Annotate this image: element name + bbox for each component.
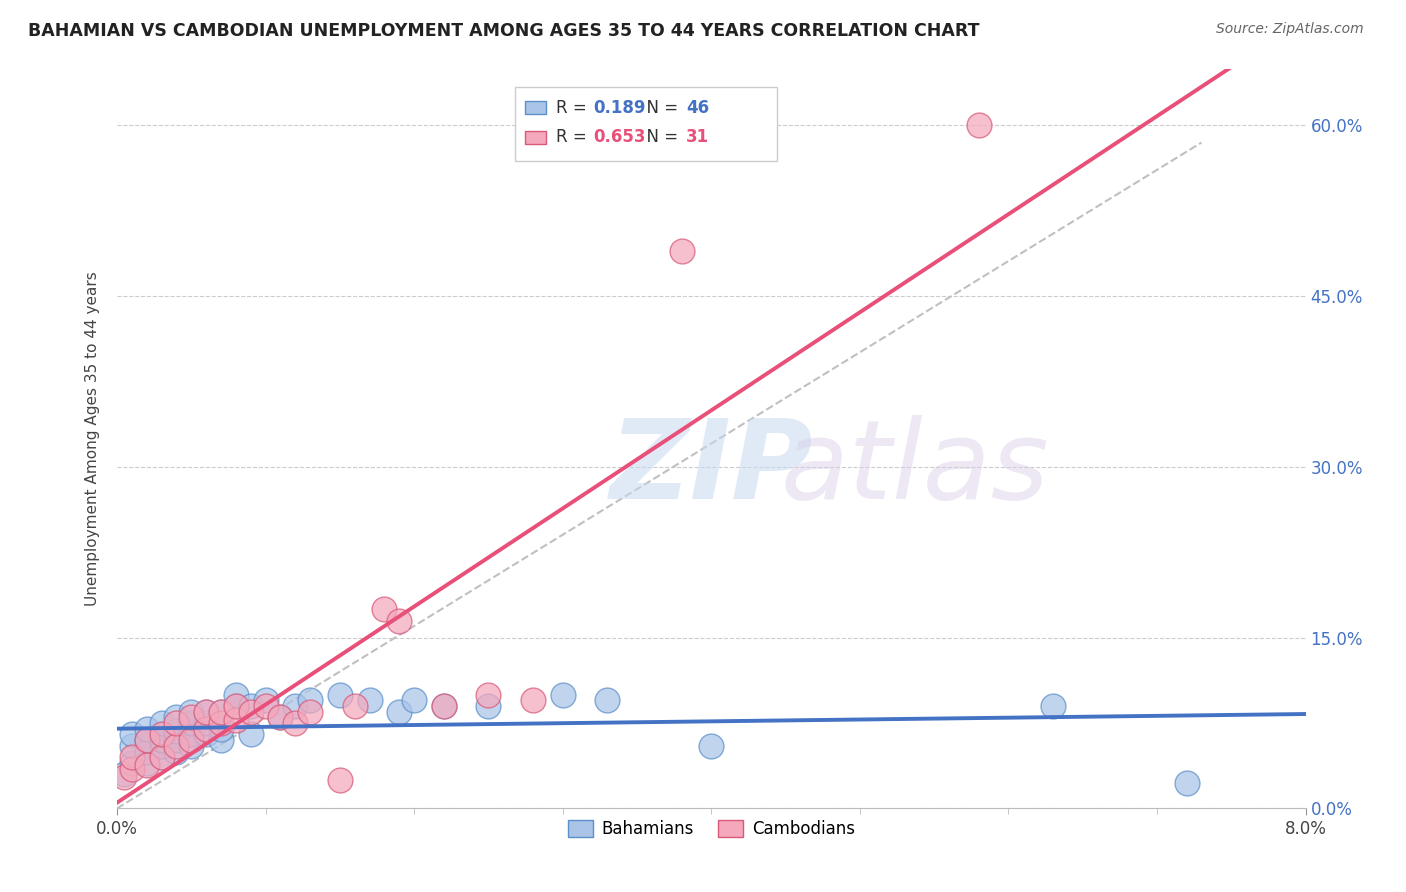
Point bbox=[388, 705, 411, 719]
Point bbox=[135, 745, 157, 759]
Text: 46: 46 bbox=[686, 99, 710, 117]
Point bbox=[404, 693, 426, 707]
Point bbox=[195, 727, 218, 741]
Point bbox=[121, 750, 143, 764]
Text: 0.653: 0.653 bbox=[593, 128, 647, 146]
Point bbox=[209, 705, 232, 719]
Text: N =: N = bbox=[637, 99, 683, 117]
Point bbox=[967, 119, 990, 133]
Point bbox=[209, 705, 232, 719]
Point bbox=[225, 713, 247, 727]
Text: 0.189: 0.189 bbox=[593, 99, 647, 117]
Point bbox=[209, 722, 232, 736]
Point bbox=[209, 733, 232, 747]
Point bbox=[1175, 776, 1198, 790]
Point bbox=[359, 693, 381, 707]
Point bbox=[165, 716, 187, 731]
Point bbox=[388, 614, 411, 628]
Point bbox=[135, 722, 157, 736]
Point bbox=[299, 693, 322, 707]
Point bbox=[195, 705, 218, 719]
Point bbox=[150, 733, 173, 747]
Point bbox=[150, 739, 173, 753]
FancyBboxPatch shape bbox=[515, 87, 776, 161]
Point bbox=[433, 698, 456, 713]
Point bbox=[150, 727, 173, 741]
FancyBboxPatch shape bbox=[524, 130, 546, 144]
Point bbox=[239, 705, 262, 719]
Point bbox=[112, 767, 135, 781]
Text: BAHAMIAN VS CAMBODIAN UNEMPLOYMENT AMONG AGES 35 TO 44 YEARS CORRELATION CHART: BAHAMIAN VS CAMBODIAN UNEMPLOYMENT AMONG… bbox=[28, 22, 980, 40]
Point bbox=[284, 716, 307, 731]
Point bbox=[180, 733, 202, 747]
Point bbox=[225, 688, 247, 702]
Text: ZIP: ZIP bbox=[610, 415, 814, 522]
Point bbox=[329, 772, 352, 787]
Point bbox=[150, 727, 173, 741]
Text: 31: 31 bbox=[686, 128, 710, 146]
Point bbox=[150, 750, 173, 764]
Point bbox=[299, 705, 322, 719]
Text: R =: R = bbox=[555, 128, 592, 146]
Point bbox=[225, 698, 247, 713]
Text: atlas: atlas bbox=[780, 415, 1049, 522]
Point bbox=[254, 693, 277, 707]
Text: Source: ZipAtlas.com: Source: ZipAtlas.com bbox=[1216, 22, 1364, 37]
Point bbox=[373, 602, 395, 616]
Point bbox=[433, 698, 456, 713]
Point bbox=[135, 733, 157, 747]
Point bbox=[135, 758, 157, 772]
Point bbox=[209, 716, 232, 731]
Point bbox=[165, 733, 187, 747]
Point bbox=[180, 727, 202, 741]
Point bbox=[254, 698, 277, 713]
Point bbox=[700, 739, 723, 753]
Point bbox=[135, 733, 157, 747]
Point bbox=[121, 762, 143, 776]
Point bbox=[329, 688, 352, 702]
Y-axis label: Unemployment Among Ages 35 to 44 years: Unemployment Among Ages 35 to 44 years bbox=[86, 271, 100, 606]
Point bbox=[121, 756, 143, 770]
Point bbox=[477, 688, 499, 702]
Point bbox=[180, 710, 202, 724]
Point bbox=[135, 756, 157, 770]
Point bbox=[195, 716, 218, 731]
Point bbox=[165, 745, 187, 759]
Point bbox=[522, 693, 544, 707]
Point bbox=[671, 244, 693, 258]
Point bbox=[150, 716, 173, 731]
Legend: Bahamians, Cambodians: Bahamians, Cambodians bbox=[561, 813, 862, 845]
Point bbox=[195, 705, 218, 719]
Point bbox=[477, 698, 499, 713]
Text: N =: N = bbox=[637, 128, 683, 146]
Point bbox=[269, 710, 291, 724]
Point bbox=[165, 724, 187, 739]
Point bbox=[343, 698, 366, 713]
Point bbox=[121, 727, 143, 741]
Point bbox=[1042, 698, 1064, 713]
Point bbox=[180, 705, 202, 719]
Point bbox=[596, 693, 619, 707]
Point bbox=[284, 698, 307, 713]
Point bbox=[239, 698, 262, 713]
Point bbox=[165, 710, 187, 724]
Point bbox=[180, 739, 202, 753]
Point bbox=[112, 770, 135, 784]
FancyBboxPatch shape bbox=[524, 101, 546, 114]
Point bbox=[150, 750, 173, 764]
Point bbox=[269, 710, 291, 724]
Text: R =: R = bbox=[555, 99, 592, 117]
Point bbox=[225, 698, 247, 713]
Point bbox=[165, 739, 187, 753]
Point bbox=[239, 727, 262, 741]
Point bbox=[551, 688, 574, 702]
Point bbox=[195, 722, 218, 736]
Point bbox=[180, 716, 202, 731]
Point bbox=[121, 739, 143, 753]
